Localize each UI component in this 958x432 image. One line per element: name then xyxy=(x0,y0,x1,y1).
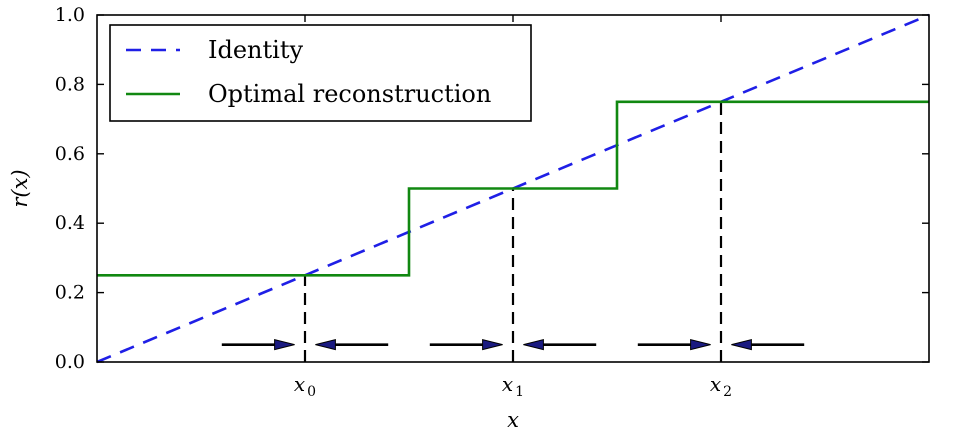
quantization-arrows xyxy=(221,339,805,351)
x-tick-label-subscript: 1 xyxy=(515,384,524,400)
x-tick-label-base: x xyxy=(502,372,513,396)
y-tick-label-4: 0.8 xyxy=(55,73,85,95)
guide-lines xyxy=(303,101,723,362)
x-tick-label-base: x xyxy=(710,372,721,396)
legend: Identity Optimal reconstruction xyxy=(109,24,532,122)
legend-label-0: Identity xyxy=(208,36,303,64)
y-tick-label-3: 0.6 xyxy=(55,143,85,165)
y-tick-label-1: 0.2 xyxy=(55,282,85,304)
y-tick-label-5: 1.0 xyxy=(55,4,85,26)
y-tick-label-0: 0.0 xyxy=(55,351,85,373)
arrow-head-2 xyxy=(482,339,503,351)
arrow-head-4 xyxy=(690,339,711,351)
legend-label-1: Optimal reconstruction xyxy=(208,80,491,108)
y-tick-label-2: 0.4 xyxy=(55,212,85,234)
arrow-head-1 xyxy=(315,339,336,351)
arrow-head-5 xyxy=(731,339,752,351)
series-line-1 xyxy=(97,100,929,277)
x-tick-label-subscript: 2 xyxy=(723,384,732,400)
y-tick-labels: 0.0 0.2 0.4 0.6 0.8 1.0 xyxy=(55,4,85,373)
x-tick-label-subscript: 0 xyxy=(307,384,316,400)
y-axis-label: r(x) xyxy=(8,169,32,207)
arrow-head-3 xyxy=(523,339,544,351)
x-tick-label-base: x xyxy=(294,372,305,396)
legend-box xyxy=(109,24,532,122)
axis-ticks xyxy=(97,14,929,363)
x-axis-label: x xyxy=(507,408,519,432)
series-lines xyxy=(96,13,930,364)
arrow-head-0 xyxy=(274,339,295,351)
